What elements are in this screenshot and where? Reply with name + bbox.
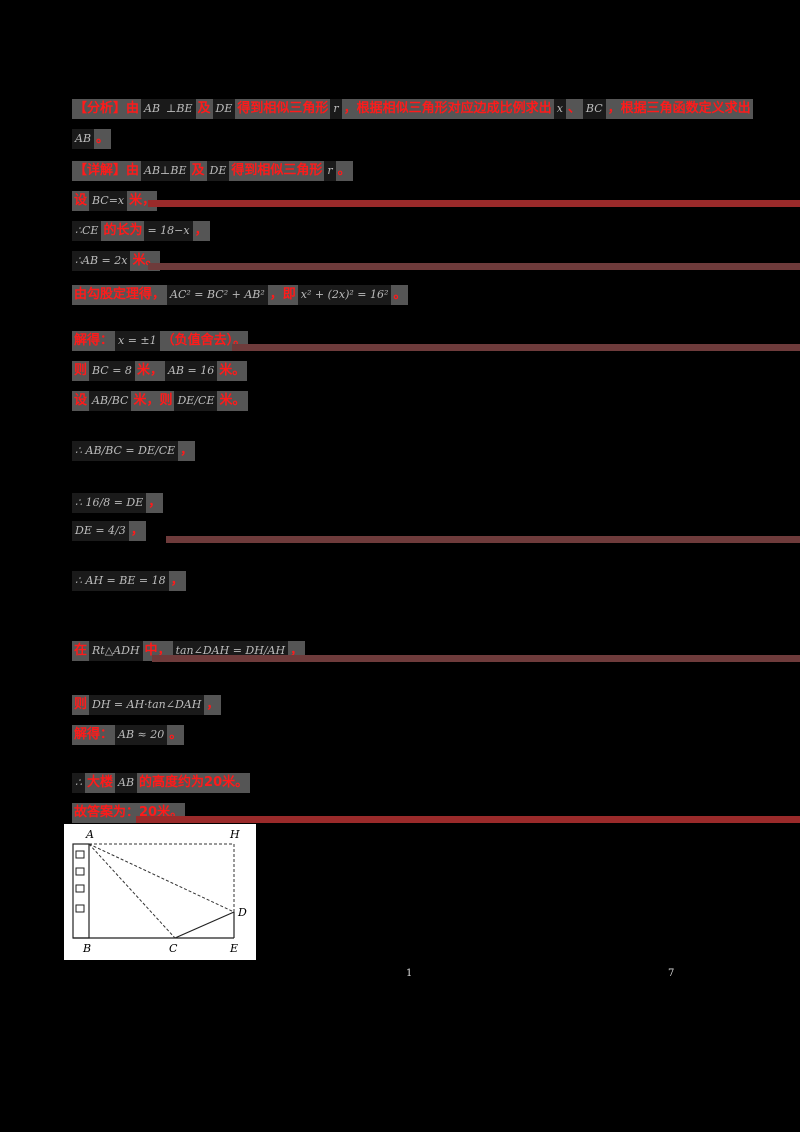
math-expression: r bbox=[324, 161, 336, 181]
highlighted-text: 大楼 bbox=[85, 773, 116, 793]
geometry-diagram: A H D B C E bbox=[64, 824, 256, 960]
solution-line: 则 BC = 8 米， AB = 16 米。 bbox=[72, 360, 248, 382]
solution-line: ∴CE 的长为 = 18−x， bbox=[72, 220, 210, 242]
separator-bar bbox=[148, 200, 800, 207]
math-expression: DH = AH·tan∠DAH bbox=[89, 695, 205, 715]
highlighted-text: 得到相似三角形 bbox=[235, 99, 331, 119]
highlighted-text: 则 bbox=[72, 695, 90, 715]
math-expression: ∴ AH = BE = 18 bbox=[72, 571, 169, 591]
highlighted-text: ， bbox=[204, 695, 222, 715]
math-expression: ∴AB = 2x bbox=[72, 251, 131, 271]
highlighted-text: 及 bbox=[189, 161, 207, 181]
math-expression: DE bbox=[206, 161, 230, 181]
math-expression: DE bbox=[212, 99, 236, 119]
highlighted-text: 【详解】由 bbox=[72, 161, 142, 181]
highlighted-text: ，根据三角函数定义求出 bbox=[605, 99, 753, 119]
solution-line: ∴ AH = BE = 18， bbox=[72, 570, 186, 592]
label-e: E bbox=[229, 942, 238, 955]
solution-line: DE = 4/3， bbox=[72, 520, 146, 542]
math-expression: ∴ 16/8 = DE bbox=[72, 493, 147, 513]
solution-line: ∴ 16/8 = DE， bbox=[72, 492, 164, 514]
solution-line: AB。 bbox=[72, 128, 112, 150]
label-b: B bbox=[82, 942, 91, 955]
highlighted-text: 米， bbox=[134, 361, 165, 381]
highlighted-text: 设 bbox=[72, 191, 90, 211]
label-a: A bbox=[85, 828, 94, 841]
separator-bar bbox=[148, 263, 800, 270]
math-expression: x bbox=[553, 99, 566, 119]
highlighted-text: 的高度约为20米。 bbox=[137, 773, 251, 793]
highlighted-text: 米。 bbox=[217, 391, 248, 411]
math-expression: AB bbox=[141, 99, 164, 119]
solution-line: 设 BC=x 米， bbox=[72, 190, 158, 212]
math-expression: Rt△ADH bbox=[89, 641, 143, 661]
math-expression: r bbox=[330, 99, 342, 119]
solution-line: 解得： AB ≈ 20。 bbox=[72, 724, 185, 746]
highlighted-text: 则 bbox=[72, 361, 90, 381]
highlighted-text: 得到相似三角形 bbox=[229, 161, 325, 181]
highlighted-text: 设 bbox=[72, 391, 90, 411]
highlighted-text: （负值舍去）。 bbox=[159, 331, 249, 351]
highlighted-text: ， bbox=[168, 571, 186, 591]
math-expression: AC² = BC² + AB² bbox=[167, 285, 268, 305]
math-expression: x² + (2x)² = 16² bbox=[297, 285, 392, 305]
highlighted-text: 米。 bbox=[217, 361, 248, 381]
math-expression: ∴CE bbox=[72, 221, 102, 241]
separator-bar bbox=[232, 344, 800, 351]
math-expression: DE = 4/3 bbox=[72, 521, 129, 541]
solution-line: 【详解】由 AB⊥BE 及 DE 得到相似三角形 r。 bbox=[72, 160, 353, 182]
math-expression: AB/BC bbox=[89, 391, 132, 411]
math-expression: ⊥BE bbox=[163, 99, 196, 119]
highlighted-text: 【分析】由 bbox=[72, 99, 142, 119]
separator-bar bbox=[152, 655, 800, 662]
page-mark-right: 7 bbox=[668, 968, 675, 979]
solution-line: ∴ 大楼 AB 的高度约为20米。 bbox=[72, 772, 251, 794]
highlighted-text: ， bbox=[128, 521, 146, 541]
solution-line: ∴ AB/BC = DE/CE， bbox=[72, 440, 196, 462]
label-d: D bbox=[237, 906, 247, 919]
highlighted-text: 。 bbox=[391, 285, 409, 305]
highlighted-text: 由勾股定理得， bbox=[72, 285, 168, 305]
highlighted-text: ， bbox=[192, 221, 210, 241]
diagram-svg: A H D B C E bbox=[72, 828, 247, 955]
math-expression: AB bbox=[115, 773, 138, 793]
highlighted-text: 。 bbox=[94, 129, 112, 149]
highlighted-text: 。 bbox=[335, 161, 353, 181]
math-expression: AB bbox=[72, 129, 95, 149]
highlighted-text: 、 bbox=[565, 99, 583, 119]
highlighted-text: 在 bbox=[72, 641, 90, 661]
highlighted-text: 的长为 bbox=[101, 221, 145, 241]
math-expression: AB = 16 bbox=[164, 361, 218, 381]
solution-line: 设 AB/BC 米，则 DE/CE 米。 bbox=[72, 390, 248, 412]
math-expression: AB ≈ 20 bbox=[115, 725, 168, 745]
highlighted-text: ，即 bbox=[267, 285, 298, 305]
math-expression: BC = 8 bbox=[89, 361, 135, 381]
solution-line: 由勾股定理得， AC² = BC² + AB² ，即 x² + (2x)² = 16²… bbox=[72, 284, 409, 306]
math-expression: x = ±1 bbox=[115, 331, 160, 351]
highlighted-text: ，根据相似三角形对应边成比例求出 bbox=[341, 99, 554, 119]
math-expression: AB⊥BE bbox=[141, 161, 190, 181]
math-expression: = 18−x bbox=[144, 221, 193, 241]
math-expression: BC=x bbox=[89, 191, 128, 211]
highlighted-text: 米，则 bbox=[131, 391, 175, 411]
separator-bar bbox=[166, 536, 800, 543]
highlighted-text: 。 bbox=[167, 725, 185, 745]
page-mark-left: 1 bbox=[406, 968, 413, 979]
highlighted-text: ， bbox=[178, 441, 196, 461]
math-expression: ∴ AB/BC = DE/CE bbox=[72, 441, 179, 461]
solution-line: 则 DH = AH·tan∠DAH， bbox=[72, 694, 222, 716]
label-c: C bbox=[169, 942, 178, 955]
solution-line: ∴AB = 2x 米。 bbox=[72, 250, 161, 272]
math-expression: DE/CE bbox=[174, 391, 218, 411]
solution-line: 解得： x = ±1 （负值舍去）。 bbox=[72, 330, 249, 352]
solution-line: 【分析】由 AB ⊥BE 及 DE 得到相似三角形 r ，根据相似三角形对应边成比例求出 x、 B… bbox=[72, 98, 753, 120]
separator-bar bbox=[136, 816, 800, 823]
highlighted-text: ， bbox=[146, 493, 164, 513]
label-h: H bbox=[229, 828, 240, 841]
highlighted-text: 及 bbox=[195, 99, 213, 119]
highlighted-text: 解得： bbox=[72, 331, 116, 351]
math-expression: BC bbox=[582, 99, 606, 119]
highlighted-text: 解得： bbox=[72, 725, 116, 745]
math-expression: ∴ bbox=[72, 773, 85, 793]
